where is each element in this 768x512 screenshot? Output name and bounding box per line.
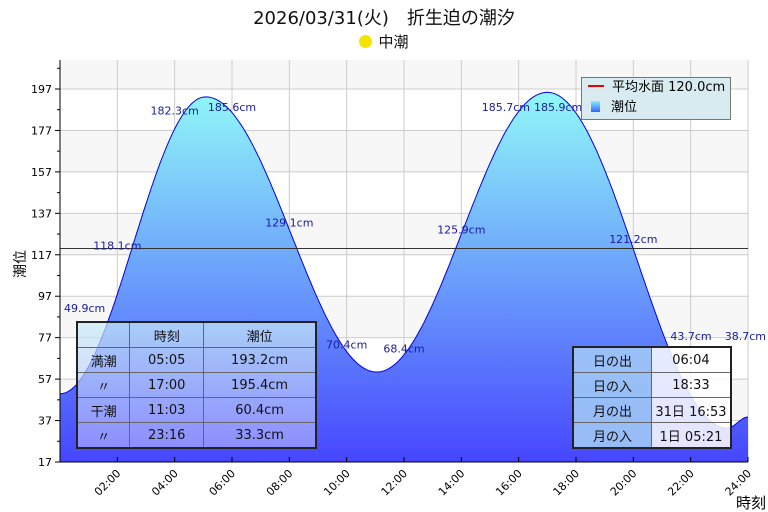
- legend-mean: 平均水面 120.0cm: [582, 78, 730, 98]
- table-row: 日の入 18:33: [572, 372, 732, 398]
- y-axis-label: 潮位: [13, 250, 29, 278]
- x-axis-label: 時刻: [736, 494, 767, 512]
- point-label: 118.1cm: [93, 239, 141, 252]
- moon-phase: 中潮: [0, 31, 768, 52]
- tide-table: 時刻 潮位 満潮 05:05 193.2cm 〃 17:00 195.4cm 干潮 11:03 60…: [76, 321, 317, 449]
- table-cell: 195.4cm: [203, 372, 317, 398]
- table-row: 月の入 1日 05:21: [572, 422, 732, 449]
- table-cell: 11:03: [129, 397, 205, 423]
- point-label: 68.4cm: [383, 342, 424, 355]
- point-label: 38.7cm: [725, 330, 766, 343]
- legend-mean-label: 平均水面 120.0cm: [612, 80, 726, 95]
- x-tick-label: 06:00: [207, 467, 239, 499]
- header-cell: 潮位: [203, 321, 317, 348]
- y-tick-label: 157: [31, 166, 52, 179]
- point-label: 182.3cm: [151, 104, 199, 117]
- point-label: 129.1cm: [265, 217, 313, 230]
- y-tick-label: 197: [31, 83, 52, 96]
- table-row: 満潮 05:05 193.2cm: [76, 347, 317, 373]
- x-tick-label: 18:00: [551, 467, 583, 499]
- y-tick-label: 57: [38, 373, 52, 386]
- x-tick-label: 02:00: [92, 467, 124, 499]
- point-label: 125.9cm: [437, 223, 485, 236]
- table-cell: 23:16: [129, 422, 205, 449]
- x-tick-label: 04:00: [149, 467, 181, 499]
- table-cell: 18:33: [650, 372, 732, 398]
- y-tick-label: 37: [38, 415, 52, 428]
- x-tick-label: 08:00: [264, 467, 296, 499]
- y-tick-label: 97: [38, 290, 52, 303]
- moon-icon: [359, 35, 373, 48]
- x-tick-label: 14:00: [436, 467, 468, 499]
- chart-title: 2026/03/31(火) 折生迫の潮汐: [253, 8, 515, 29]
- table-cell: 〃: [76, 372, 131, 398]
- y-tick-label: 177: [31, 124, 52, 137]
- moon-phase-label: 中潮: [378, 33, 409, 51]
- table-cell: 33.3cm: [203, 422, 317, 449]
- point-label: 43.7cm: [670, 330, 711, 343]
- table-cell: 1日 05:21: [650, 422, 732, 449]
- x-tick-label: 12:00: [379, 467, 411, 499]
- table-row: 〃 23:16 33.3cm: [76, 422, 317, 449]
- legend: 平均水面 120.0cm 潮位: [581, 77, 731, 120]
- table-row: 日の出 06:04: [572, 346, 732, 373]
- table-cell: 日の入: [572, 372, 652, 398]
- tide-swatch: [591, 101, 600, 112]
- table-cell: 満潮: [76, 347, 131, 373]
- y-tick-label: 137: [31, 207, 52, 220]
- table-cell: 月の出: [572, 397, 652, 423]
- x-tick-label: 10:00: [321, 467, 353, 499]
- table-cell: 〃: [76, 422, 131, 449]
- table-cell: 17:00: [129, 372, 205, 398]
- mean-line-swatch: [588, 85, 604, 87]
- point-label: 185.6cm: [208, 101, 256, 114]
- legend-tide: 潮位: [582, 98, 730, 118]
- point-label: 70.4cm: [326, 338, 367, 351]
- x-tick-label: 20:00: [608, 467, 640, 499]
- table-row: 月の出 31日 16:53: [572, 397, 732, 423]
- table-cell: 日の出: [572, 346, 652, 373]
- point-label: 121.2cm: [609, 233, 657, 246]
- x-tick-label: 16:00: [493, 467, 525, 499]
- header-cell: [76, 321, 131, 348]
- table-cell: 05:05: [129, 347, 205, 373]
- header-cell: 時刻: [129, 321, 205, 348]
- y-tick-label: 117: [31, 249, 52, 262]
- table-row: 〃 17:00 195.4cm: [76, 372, 317, 398]
- point-label: 185.9cm: [534, 101, 582, 114]
- x-tick-label: 22:00: [665, 467, 697, 499]
- legend-tide-label: 潮位: [611, 100, 638, 115]
- table-cell: 31日 16:53: [650, 397, 732, 423]
- table-cell: 月の入: [572, 422, 652, 449]
- table-cell: 干潮: [76, 397, 131, 423]
- y-tick-label: 17: [38, 456, 52, 469]
- y-tick-label: 77: [38, 332, 52, 345]
- point-label: 185.7cm: [482, 101, 530, 114]
- table-cell: 193.2cm: [203, 347, 317, 373]
- point-label: 49.9cm: [64, 302, 105, 315]
- sun-moon-table: 日の出 06:04 日の入 18:33 月の出 31日 16:53 月の入 1日 05:21: [572, 346, 732, 449]
- table-cell: 60.4cm: [203, 397, 317, 423]
- table-row: 干潮 11:03 60.4cm: [76, 397, 317, 423]
- table-cell: 06:04: [650, 346, 732, 373]
